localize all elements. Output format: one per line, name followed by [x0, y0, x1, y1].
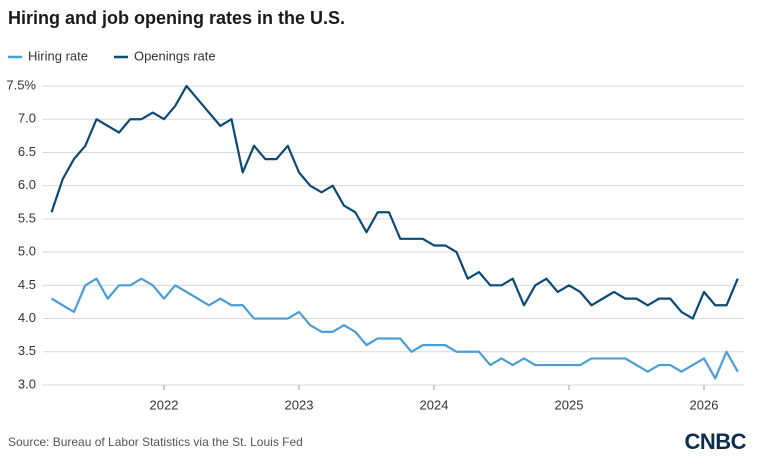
series-line: [50, 277, 739, 380]
y-tick-label: 4.0: [18, 310, 36, 325]
y-tick-label: 3.5: [18, 343, 36, 358]
x-tick-label: 2025: [555, 397, 584, 412]
legend-label: Openings rate: [134, 48, 216, 63]
chart-title: Hiring and job opening rates in the U.S.: [8, 8, 345, 28]
y-tick-label: 6.0: [18, 177, 36, 192]
logo: CNBC: [684, 429, 746, 454]
y-tick-label: 7.5%: [6, 77, 36, 92]
y-tick-label: 7.0: [18, 111, 36, 126]
x-tick-label: 2022: [150, 397, 179, 412]
y-tick-label: 4.5: [18, 277, 36, 292]
series-line: [50, 84, 739, 320]
x-tick-label: 2026: [690, 397, 719, 412]
x-tick-label: 2023: [285, 397, 314, 412]
y-tick-label: 6.5: [18, 144, 36, 159]
y-tick-label: 5.5: [18, 210, 36, 225]
legend-label: Hiring rate: [28, 48, 88, 63]
x-tick-label: 2024: [420, 397, 449, 412]
source: Source: Bureau of Labor Statistics via t…: [8, 435, 303, 449]
y-tick-label: 3.0: [18, 376, 36, 391]
y-tick-label: 5.0: [18, 244, 36, 259]
